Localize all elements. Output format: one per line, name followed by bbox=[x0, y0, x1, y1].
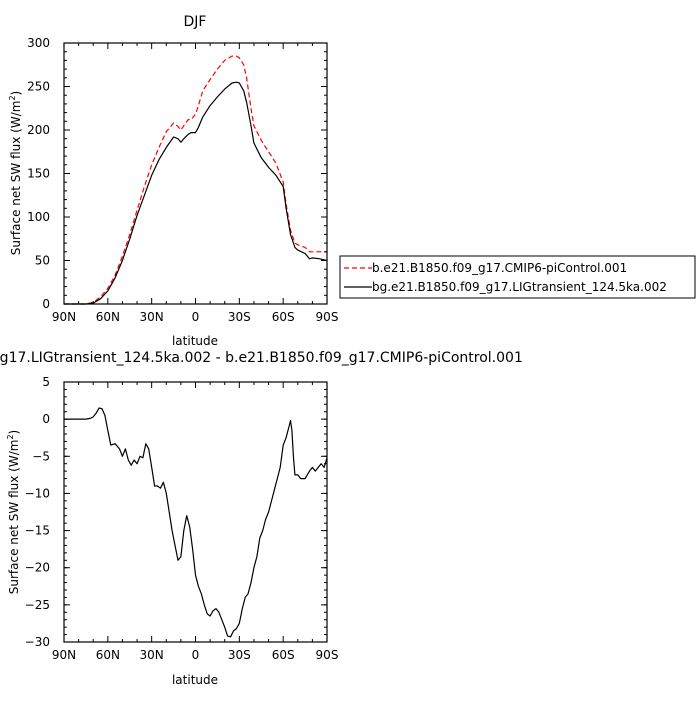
bottom-xtick-label: 0 bbox=[192, 648, 200, 662]
top-panel: DJF Surface net SW flux (W/m2) latitude … bbox=[8, 14, 338, 348]
top-ytick-label: 0 bbox=[42, 297, 50, 311]
top-series-line-0 bbox=[64, 55, 327, 305]
bottom-ytick-label: −30 bbox=[25, 635, 50, 649]
top-ytick-label: 300 bbox=[27, 36, 50, 50]
top-plot-frame bbox=[63, 42, 328, 305]
bottom-ytick-label: −5 bbox=[32, 449, 50, 463]
bottom-title: bg.e21.B1850.f09_g17.LIGtransient_124.5k… bbox=[0, 350, 523, 366]
bottom-ylabel: Surface net SW flux (W/m2) bbox=[6, 430, 21, 594]
bottom-ytick-label: −25 bbox=[25, 598, 50, 612]
top-xtick-label: 30S bbox=[228, 310, 251, 324]
bottom-xtick-label: 90S bbox=[316, 648, 339, 662]
top-ytick-label: 250 bbox=[27, 80, 50, 94]
top-title: DJF bbox=[184, 14, 207, 30]
bottom-xtick-label: 30S bbox=[228, 648, 251, 662]
bottom-xtick-label: 30N bbox=[140, 648, 164, 662]
bottom-xtick-label: 60N bbox=[96, 648, 120, 662]
legend-box bbox=[339, 255, 696, 299]
top-xtick-label: 30N bbox=[140, 310, 164, 324]
top-ytick-label: 200 bbox=[27, 123, 50, 137]
bottom-ytick-label: 0 bbox=[42, 412, 50, 426]
bottom-plot-area: 90N 60N 30N 0 30S 60S 90S −30 −25 −20 −15 −10 −5 0 5 bbox=[25, 375, 339, 662]
legend-label-ligtransient: bg.e21.B1850.f09_g17.LIGtransient_124.5k… bbox=[372, 280, 667, 294]
top-ytick-label: 150 bbox=[27, 167, 50, 181]
top-ytick-label: 100 bbox=[27, 210, 50, 224]
bottom-ytick-label: 5 bbox=[42, 375, 50, 389]
bottom-ytick-label: −15 bbox=[25, 524, 50, 538]
top-xtick-label: 0 bbox=[192, 310, 200, 324]
bottom-plot-frame bbox=[63, 381, 328, 643]
bottom-series-line-0 bbox=[64, 407, 328, 638]
top-plot-area: 90N 60N 30N 0 30S 60S 90S 0 50 100 150 200 250 300 bbox=[27, 36, 338, 324]
top-ylabel: Surface net SW flux (W/m2) bbox=[8, 91, 23, 255]
top-series-line-1 bbox=[64, 81, 328, 305]
top-xlabel: latitude bbox=[172, 334, 218, 348]
bottom-xtick-label: 60S bbox=[272, 648, 295, 662]
top-xtick-label: 90N bbox=[52, 310, 76, 324]
top-ytick-label: 50 bbox=[35, 254, 50, 268]
legend-label-picontrol: b.e21.B1850.f09_g17.CMIP6-piControl.001 bbox=[372, 261, 627, 275]
top-xtick-label: 60N bbox=[96, 310, 120, 324]
bottom-ytick-label: −10 bbox=[25, 486, 50, 500]
legend: b.e21.B1850.f09_g17.CMIP6-piControl.001 … bbox=[339, 255, 696, 299]
bottom-xlabel: latitude bbox=[172, 673, 218, 687]
top-xtick-label: 90S bbox=[316, 310, 339, 324]
top-xtick-label: 60S bbox=[272, 310, 295, 324]
bottom-panel: bg.e21.B1850.f09_g17.LIGtransient_124.5k… bbox=[0, 350, 523, 687]
bottom-ytick-label: −20 bbox=[25, 561, 50, 575]
bottom-xtick-label: 90N bbox=[52, 648, 76, 662]
